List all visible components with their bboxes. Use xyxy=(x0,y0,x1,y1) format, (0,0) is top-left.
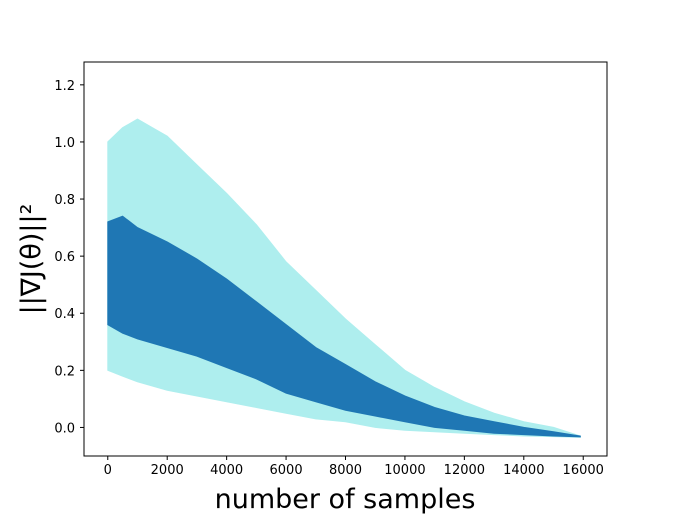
x-tick-label: 8000 xyxy=(329,463,362,478)
y-tick-label: 0.8 xyxy=(54,193,75,208)
y-tick-label: 0.2 xyxy=(54,364,75,379)
x-tick-label: 14000 xyxy=(503,463,544,478)
inner-band-area xyxy=(107,215,581,438)
x-tick-label: 2000 xyxy=(151,463,184,478)
x-tick-label: 0 xyxy=(104,463,112,478)
x-tick-label: 6000 xyxy=(270,463,303,478)
x-tick-label: 16000 xyxy=(563,463,604,478)
y-axis-label: ||∇J(θ)||² xyxy=(16,204,47,315)
y-axis: 0.0 0.2 0.4 0.6 0.8 1.0 1.2 xyxy=(54,79,84,436)
y-tick-label: 0.6 xyxy=(54,250,75,265)
x-tick-label: 4000 xyxy=(210,463,243,478)
x-axis-label: number of samples xyxy=(215,484,476,514)
y-tick-label: 1.2 xyxy=(54,79,75,94)
x-tick-label: 10000 xyxy=(384,463,425,478)
y-tick-label: 0.0 xyxy=(54,421,75,436)
x-tick-label: 12000 xyxy=(444,463,485,478)
x-axis: 0 2000 4000 6000 8000 10000 12000 14000 16000 xyxy=(104,456,604,478)
bands-layer xyxy=(107,118,581,438)
y-tick-label: 0.4 xyxy=(54,307,75,322)
y-tick-label: 1.0 xyxy=(54,136,75,151)
